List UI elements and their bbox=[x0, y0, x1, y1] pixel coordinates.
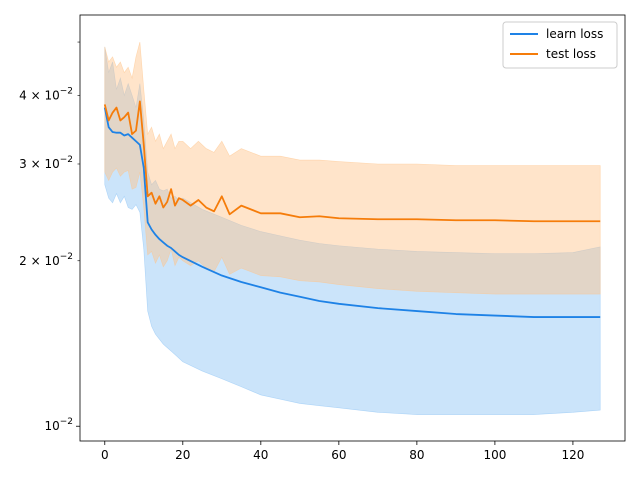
y-axis-ticks: 10−2 2 × 10−2 3 × 10−2 4 × 10−2 bbox=[19, 41, 80, 433]
line-test-loss bbox=[103, 100, 601, 223]
y-tick-label: 2 × 10−2 bbox=[19, 252, 73, 268]
plot-frame bbox=[79, 14, 626, 442]
x-tick-label: 60 bbox=[331, 448, 346, 462]
confidence-bands bbox=[104, 41, 601, 415]
band-test-loss bbox=[104, 41, 601, 295]
x-tick-label: 0 bbox=[101, 448, 109, 462]
x-tick-label: 40 bbox=[253, 448, 268, 462]
y-tick-label: 10−2 bbox=[44, 417, 73, 433]
x-tick-label: 80 bbox=[409, 448, 424, 462]
x-tick-label: 120 bbox=[561, 448, 584, 462]
y-tick-label: 3 × 10−2 bbox=[19, 155, 73, 171]
x-axis-ticks: 0 20 40 60 80 100 120 bbox=[101, 441, 584, 462]
x-tick-label: 100 bbox=[483, 448, 506, 462]
series-lines bbox=[103, 100, 601, 318]
x-tick-label: 20 bbox=[175, 448, 190, 462]
band-learn-loss bbox=[104, 46, 601, 415]
line-learn-loss bbox=[103, 107, 601, 318]
legend-label-learn-loss: learn loss bbox=[546, 27, 603, 41]
legend: learn loss test loss bbox=[502, 21, 618, 69]
y-tick-label: 4 × 10−2 bbox=[19, 86, 73, 102]
legend-label-test-loss: test loss bbox=[546, 47, 596, 61]
